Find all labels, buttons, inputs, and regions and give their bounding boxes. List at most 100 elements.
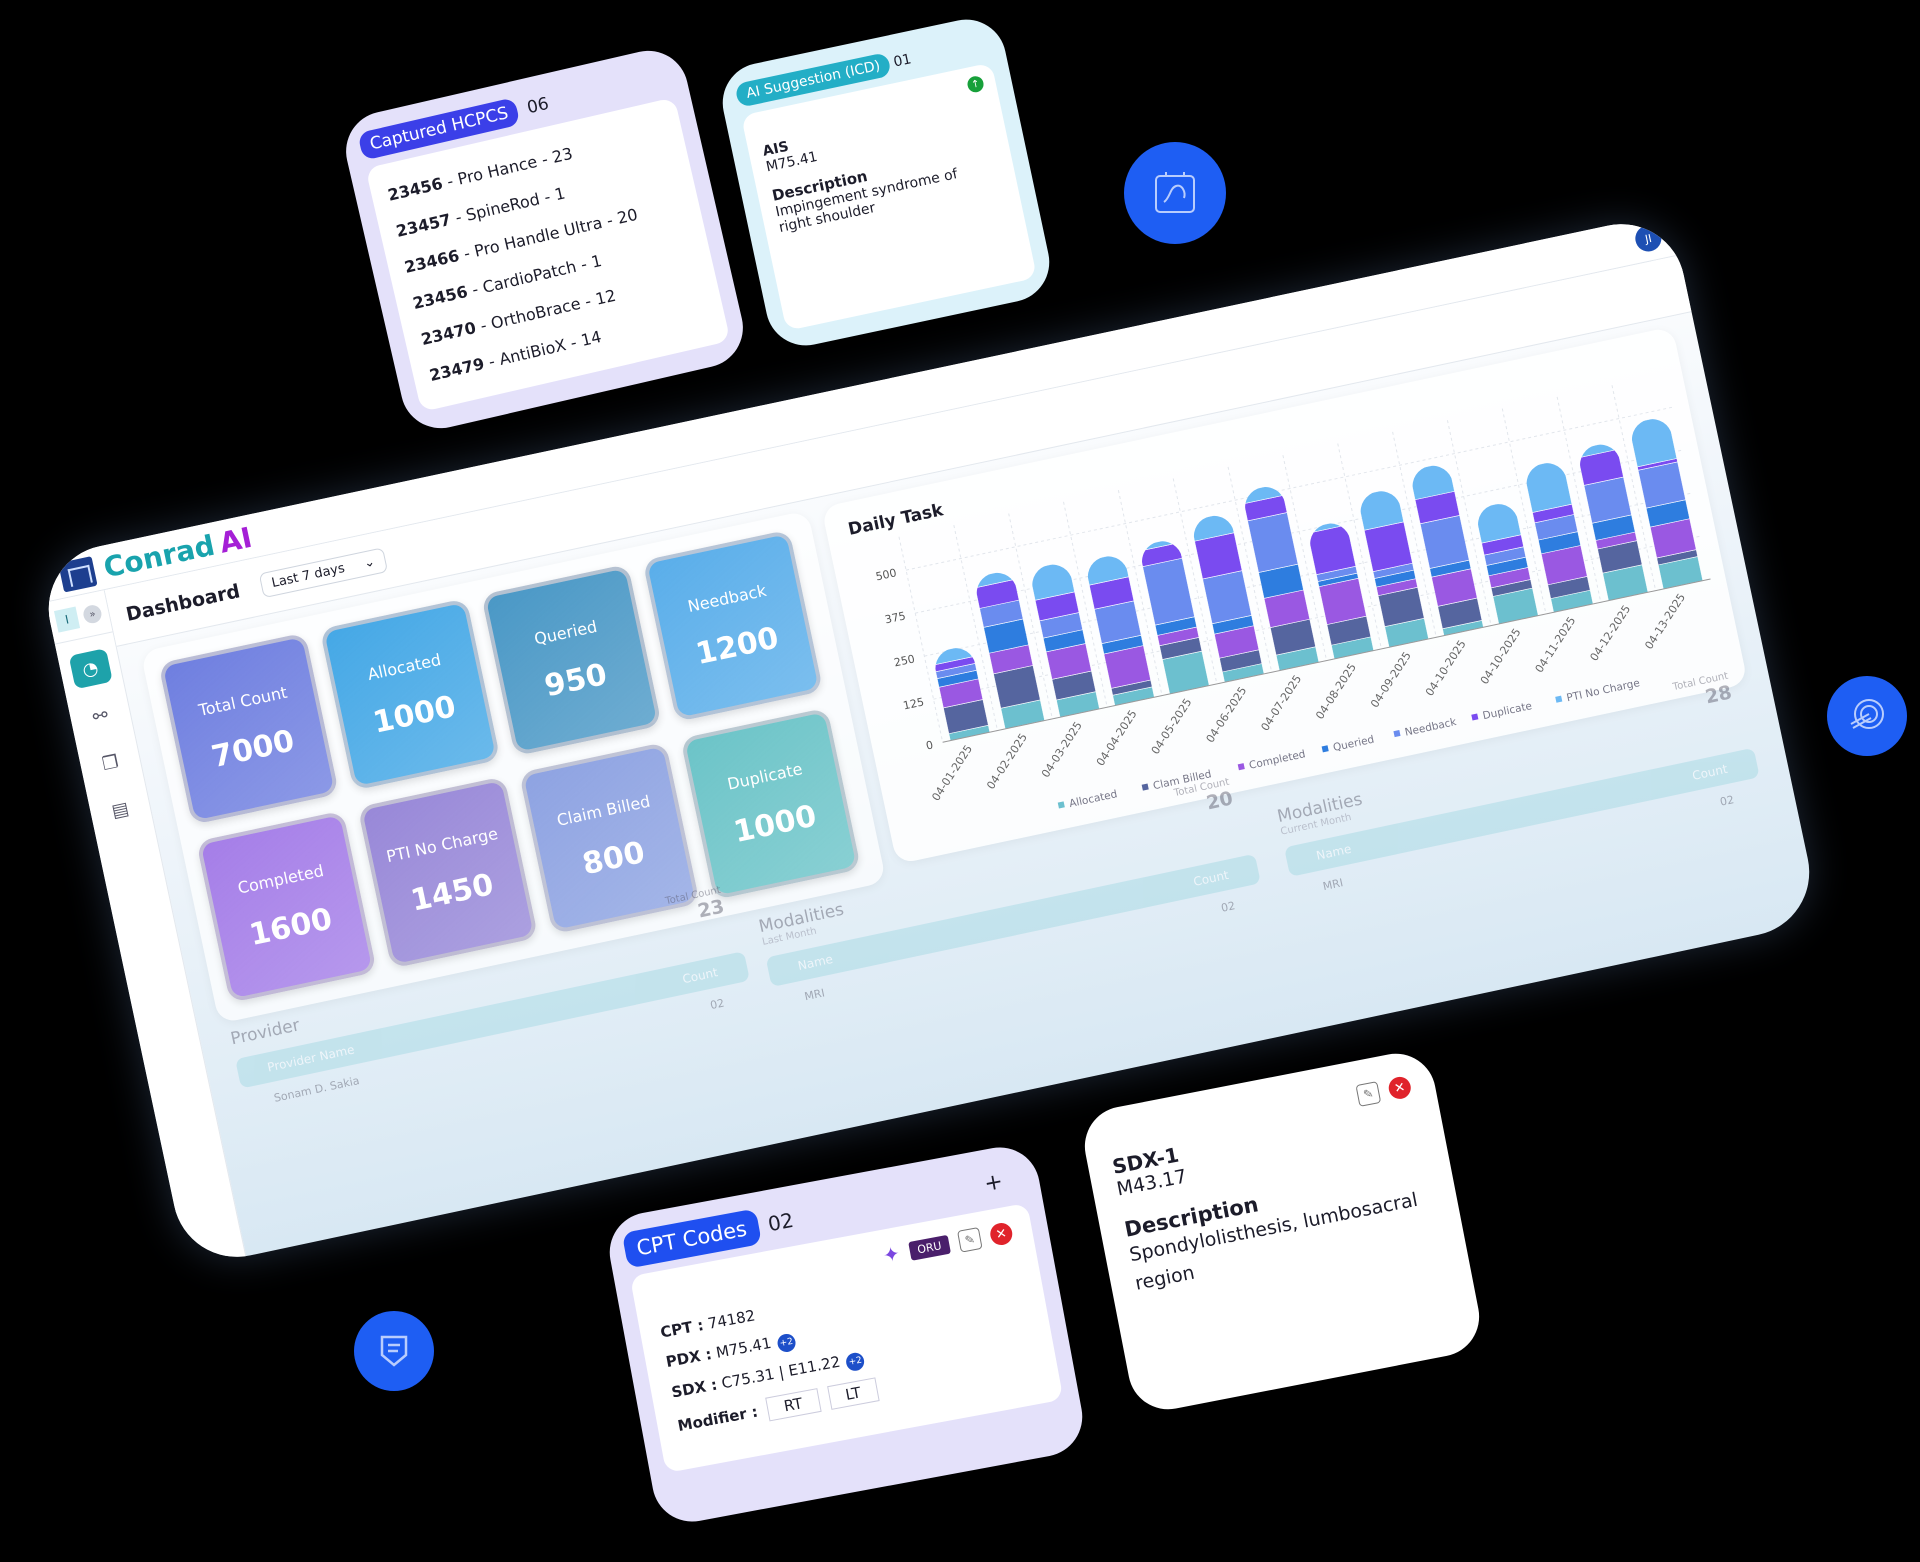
expand-sidebar-icon[interactable]: » xyxy=(81,603,104,625)
gridline xyxy=(1556,396,1602,603)
shoulder-scan-icon xyxy=(1124,142,1226,244)
logo-mark-icon xyxy=(58,555,98,593)
pdx-label: PDX : xyxy=(664,1344,714,1372)
gridline xyxy=(1392,431,1437,638)
bar-segment[interactable] xyxy=(1522,459,1573,513)
stat-tile[interactable]: Queried 950 xyxy=(480,563,662,757)
modifier-rt[interactable]: RT xyxy=(765,1388,822,1422)
sdx-card: ✎ ✕ SDX-1 M43.17 Description Spondylolist… xyxy=(1077,1046,1487,1417)
pdx-more-badge[interactable]: +2 xyxy=(775,1332,797,1354)
tile-label: Needback xyxy=(685,580,768,616)
bar-stack[interactable] xyxy=(1356,487,1429,648)
legend-label[interactable]: PTI No Charge xyxy=(1566,677,1641,704)
bar-stack[interactable] xyxy=(1628,415,1703,590)
sidebar-selector[interactable]: I xyxy=(53,606,81,633)
sidebar-item-reports[interactable]: ▤ xyxy=(98,789,142,830)
bar-segment[interactable] xyxy=(1247,512,1299,573)
stat-tile[interactable]: Total Count 7000 xyxy=(158,632,340,825)
date-filter-select[interactable]: Last 7 days ⌄ xyxy=(258,547,389,599)
hcpcs-code: 23479 xyxy=(427,354,487,386)
documents-icon: ❐ xyxy=(100,750,121,775)
x-tick-label: 04-13-2025 xyxy=(1642,591,1688,652)
dashboard-window: Conrad AI JI I» ◔ ⚯ ❐ ▤ Dashboard Last 7 … xyxy=(36,212,1822,1269)
stat-tile[interactable]: PTI No Charge 1450 xyxy=(357,776,539,969)
close-icon[interactable]: ✕ xyxy=(988,1221,1015,1247)
hcpcs-code: 23456 xyxy=(410,281,470,313)
hcpcs-desc: - SpineRod - 1 xyxy=(448,183,567,229)
hcpcs-code: 23456 xyxy=(385,173,445,205)
stat-tile[interactable]: Duplicate 1000 xyxy=(680,707,862,901)
gridline xyxy=(905,406,1675,571)
gridline xyxy=(1227,466,1273,673)
legend-swatch xyxy=(1141,783,1149,791)
bar-segment[interactable] xyxy=(1419,515,1470,569)
bar-segment[interactable] xyxy=(1363,521,1413,572)
stat-tile[interactable]: Completed 1600 xyxy=(196,810,378,1004)
y-tick-label: 0 xyxy=(925,738,935,752)
tile-label: Claim Billed xyxy=(555,791,652,830)
tile-label: Duplicate xyxy=(725,758,805,794)
sdx-label: SDX : xyxy=(670,1375,719,1402)
bar-stack[interactable] xyxy=(931,644,990,741)
legend-label[interactable]: Completed xyxy=(1248,748,1307,772)
tile-value: 1450 xyxy=(407,866,497,919)
bar-stack[interactable] xyxy=(1028,560,1100,718)
bar-stack[interactable] xyxy=(1522,459,1594,613)
y-tick-label: 125 xyxy=(902,695,925,712)
legend-swatch xyxy=(1057,801,1065,809)
bar-stack[interactable] xyxy=(972,569,1045,729)
cpt-codes-card: CPT Codes 02 + ✦ ORU ✎ ✕ CPT : 74182 PDX … xyxy=(603,1140,1089,1529)
brand-suffix: AI xyxy=(216,520,255,560)
x-tick-label: 04-10-2025 xyxy=(1423,638,1469,699)
column-header[interactable]: Count xyxy=(681,965,719,987)
legend-label[interactable]: Duplicate xyxy=(1482,700,1533,722)
column-header[interactable]: Count xyxy=(1192,867,1230,889)
bar-segment[interactable] xyxy=(1307,524,1357,575)
arrow-up-icon[interactable]: ↑ xyxy=(966,74,986,94)
bar-segment[interactable] xyxy=(1142,557,1195,626)
y-tick-label: 375 xyxy=(884,609,907,626)
x-tick-label: 04-09-2025 xyxy=(1368,649,1414,710)
bar-stack[interactable] xyxy=(1306,519,1374,659)
modifier-lt[interactable]: LT xyxy=(826,1377,880,1410)
tile-value: 1600 xyxy=(246,900,336,953)
bar-segment[interactable] xyxy=(1202,570,1252,625)
edit-icon[interactable]: ✎ xyxy=(1355,1081,1382,1107)
add-icon[interactable]: + xyxy=(982,1168,1005,1197)
y-tick-label: 250 xyxy=(893,652,916,669)
legend-label[interactable]: Allocated xyxy=(1068,788,1118,810)
speedometer-icon: ◔ xyxy=(80,656,101,681)
gridline xyxy=(898,536,944,743)
sidebar-item-documents[interactable]: ❐ xyxy=(88,742,132,783)
sidebar-item-dashboard[interactable]: ◔ xyxy=(68,648,113,690)
column-header[interactable]: Name xyxy=(796,951,835,974)
legend-swatch xyxy=(1321,745,1329,753)
bar-stack[interactable] xyxy=(1084,552,1155,706)
bar-stack[interactable] xyxy=(1138,537,1210,694)
sparkle-icon[interactable]: ✦ xyxy=(880,1241,902,1268)
cell: 02 xyxy=(709,996,726,1013)
x-tick-label: 04-07-2025 xyxy=(1258,673,1304,734)
column-header[interactable]: Name xyxy=(1315,841,1353,863)
stat-tile[interactable]: Needback 1200 xyxy=(642,529,824,723)
column-header[interactable]: Count xyxy=(1690,761,1729,783)
gridline xyxy=(1063,501,1108,708)
cpt-count: 02 xyxy=(765,1207,796,1237)
sdx-more-badge[interactable]: +2 xyxy=(844,1351,866,1373)
tile-value: 800 xyxy=(579,834,648,882)
ai-suggestion-count: 01 xyxy=(892,51,913,71)
legend-label[interactable]: Needback xyxy=(1404,716,1459,739)
daily-task-chart: Daily Task 0 125 250 375 500 04-01-2025 04-02-… xyxy=(821,326,1749,865)
legend-swatch xyxy=(1471,713,1479,721)
sidebar-item-workflow[interactable]: ⚯ xyxy=(78,695,122,736)
stat-tile[interactable]: Allocated 1000 xyxy=(319,598,501,791)
chevron-down-icon: ⌄ xyxy=(362,554,377,572)
bar-stack[interactable] xyxy=(1408,462,1484,636)
captured-hcpcs-card: Captured HCPCS 06 23456 - Pro Hance - 23 2… xyxy=(338,42,751,437)
legend-label[interactable]: Queried xyxy=(1332,734,1375,754)
edit-icon[interactable]: ✎ xyxy=(957,1227,983,1253)
bar-stack[interactable] xyxy=(1474,500,1539,624)
avatar[interactable]: JI xyxy=(1632,223,1664,254)
bar-segment[interactable] xyxy=(1628,415,1678,468)
chart-svg: 0 125 250 375 500 04-01-2025 04-02-2025 04-03-2… xyxy=(875,385,1711,810)
